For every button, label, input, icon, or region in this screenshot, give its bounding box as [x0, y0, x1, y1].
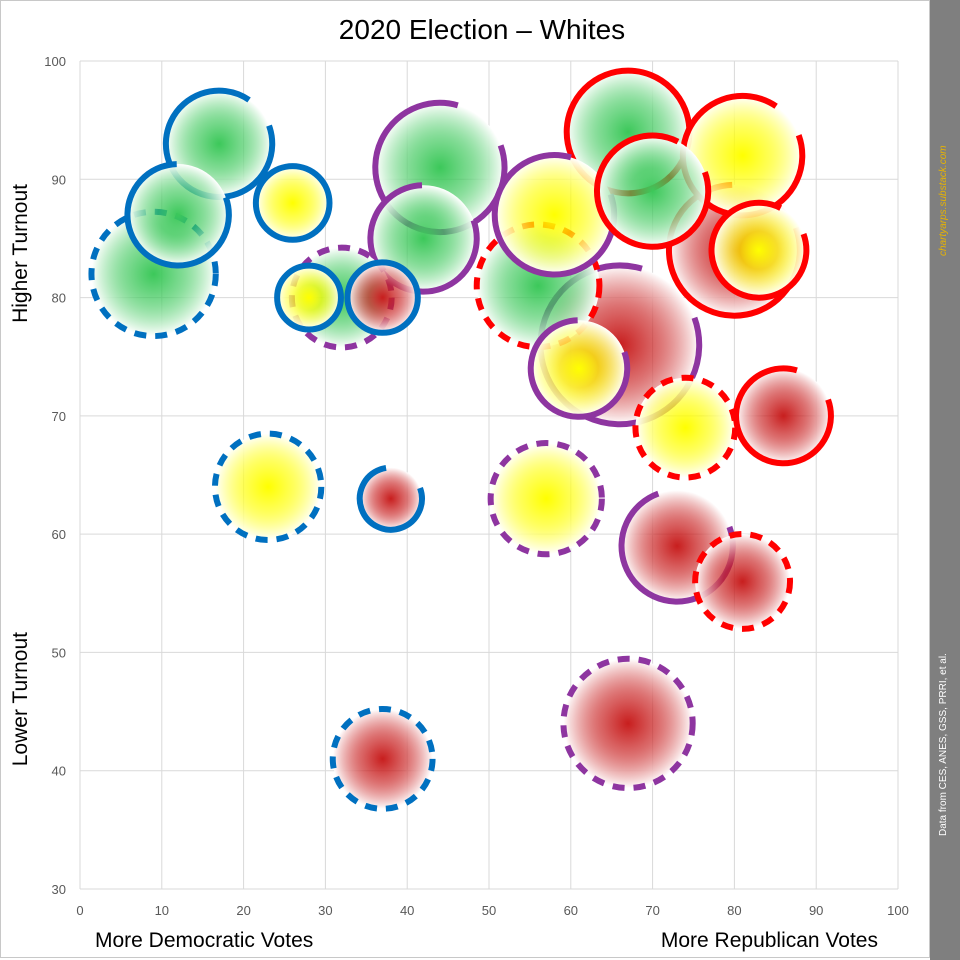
- y-tick-label: 70: [52, 409, 66, 424]
- bubble-yellow-mixed: [487, 440, 605, 558]
- x-label-right: More Republican Votes: [661, 929, 878, 952]
- bubble-ring: [88, 208, 219, 340]
- bubble-yellow-democratic: [274, 262, 344, 333]
- bubble-ring: [344, 259, 421, 336]
- bubble-fill: [530, 320, 628, 417]
- bubble-ring: [274, 262, 344, 333]
- x-tick-label: 0: [76, 903, 83, 918]
- bubble-fill: [695, 534, 791, 629]
- x-tick-label: 70: [645, 903, 659, 918]
- bubble-red-democratic: [329, 705, 436, 812]
- bubble-ring: [692, 531, 794, 632]
- x-tick-label: 30: [318, 903, 332, 918]
- x-tick-label: 50: [482, 903, 496, 918]
- bubble-fill: [277, 265, 341, 330]
- bubble-fill: [127, 164, 229, 266]
- bubble-fill: [490, 443, 602, 555]
- bubble-fill: [682, 95, 803, 216]
- bubble-ring: [708, 199, 810, 301]
- x-tick-label: 90: [809, 903, 823, 918]
- bubble-fill: [635, 377, 736, 478]
- bubble-ring: [560, 655, 696, 792]
- bubble-ring: [733, 365, 834, 467]
- bubble-fill: [214, 433, 322, 540]
- bubble-yellow-democratic: [211, 430, 325, 543]
- bubble-yellow-democratic: [252, 163, 333, 243]
- bubble-fill: [563, 658, 693, 789]
- bubble-fill: [711, 202, 807, 298]
- bubble-ring: [593, 132, 712, 250]
- bubble-ring: [487, 440, 605, 558]
- data-source-note: Data from CES, ANES, GSS, PRRI, et al.: [938, 653, 949, 836]
- y-tick-label: 60: [52, 527, 66, 542]
- bubble-yellow-republican: [708, 199, 810, 301]
- tick-labels: 0 10 20 30 40 50 60 70 80 90 100 30 40 50 60 70 80 90 100: [44, 54, 909, 918]
- y-label-top: Higher Turnout: [9, 184, 32, 323]
- bubble-ring: [356, 464, 425, 533]
- scatter-chart: 2020 Election – Whites 0 10 20 30 40 50 60 70 80…: [9, 14, 909, 952]
- bubble-ring: [252, 163, 333, 243]
- x-tick-label: 60: [564, 903, 578, 918]
- y-label-bottom: Lower Turnout: [9, 632, 32, 766]
- y-tick-label: 30: [52, 882, 66, 897]
- bubble-ring: [527, 317, 631, 420]
- bubble-fill: [736, 368, 831, 464]
- substack-link[interactable]: chartyarps.substack.com: [938, 145, 949, 256]
- bubble-series: [88, 67, 834, 812]
- y-tick-label: 100: [44, 54, 66, 69]
- y-tick-label: 90: [52, 172, 66, 187]
- bubble-green-democratic: [124, 161, 232, 269]
- bubble-fill: [255, 166, 330, 240]
- bubble-red-mixed: [560, 655, 696, 792]
- bubble-red-republican: [733, 365, 834, 467]
- bubble-ring: [329, 705, 436, 812]
- y-tick-label: 40: [52, 764, 66, 779]
- sidebar-strip: [930, 0, 960, 960]
- bubble-fill: [596, 135, 709, 247]
- bubble-green-republican: [593, 132, 712, 250]
- y-tick-label: 80: [52, 291, 66, 306]
- bubble-fill: [359, 467, 422, 530]
- bubble-yellow-mixed: [527, 317, 631, 420]
- bubble-red-republican: [692, 531, 794, 632]
- x-tick-label: 100: [887, 903, 909, 918]
- bubble-yellow-republican: [632, 374, 739, 481]
- x-tick-label: 20: [236, 903, 250, 918]
- bubble-red-democratic: [344, 259, 421, 336]
- bubble-fill: [347, 262, 418, 333]
- x-tick-label: 80: [727, 903, 741, 918]
- x-label-left: More Democratic Votes: [95, 929, 313, 952]
- x-tick-label: 40: [400, 903, 414, 918]
- bubble-ring: [367, 182, 480, 295]
- bubble-fill: [332, 708, 433, 809]
- bubble-fill: [494, 155, 615, 275]
- bubble-red-democratic: [356, 464, 425, 533]
- x-tick-label: 10: [155, 903, 169, 918]
- bubble-ring: [473, 221, 603, 351]
- y-tick-label: 50: [52, 645, 66, 660]
- chart-title: 2020 Election – Whites: [339, 14, 625, 45]
